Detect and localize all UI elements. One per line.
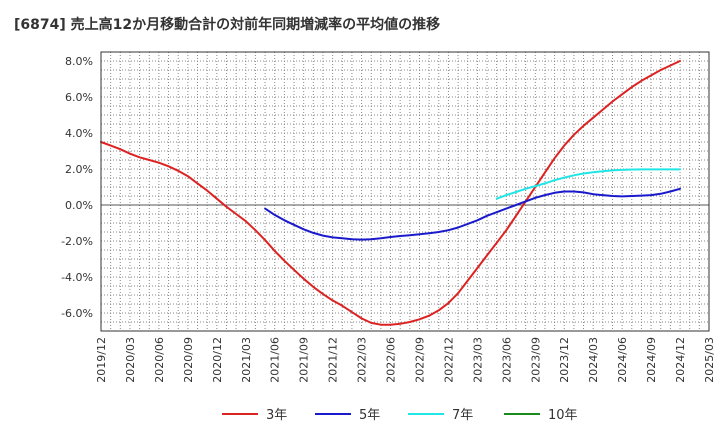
x-tick-label: 2022/12 xyxy=(442,337,455,383)
y-tick-label: 4.0% xyxy=(65,127,93,140)
legend-label: 7年 xyxy=(452,408,473,423)
data-series xyxy=(100,60,681,326)
x-tick-label: 2021/12 xyxy=(327,337,340,383)
y-tick-label: 2.0% xyxy=(65,163,93,176)
x-tick-label: 2019/12 xyxy=(95,337,108,383)
x-tick-label: 2023/09 xyxy=(529,337,542,383)
chart-title: [6874] 売上高12か月移動合計の対前年同期増減率の平均値の推移 xyxy=(14,17,441,33)
x-tick-label: 2022/03 xyxy=(356,337,369,383)
series-line xyxy=(100,60,681,326)
series-line xyxy=(495,168,681,200)
chart-legend: 3年 5年 7年 10年 xyxy=(222,408,578,423)
legend-label: 5年 xyxy=(359,408,380,423)
legend-label: 3年 xyxy=(266,408,287,423)
y-tick-label: 8.0% xyxy=(65,55,93,68)
x-tick-label: 2024/03 xyxy=(587,337,600,383)
legend-label: 10年 xyxy=(548,408,578,423)
x-tick-label: 2021/06 xyxy=(269,337,282,383)
plot-border xyxy=(100,51,710,332)
axis-labels: 8.0% 6.0% 4.0% 2.0% 0.0% -2.0% -4.0% -6.0% 2019/… xyxy=(61,55,716,383)
x-tick-label: 2020/09 xyxy=(182,337,195,383)
y-tick-label: 0.0% xyxy=(65,199,93,212)
x-tick-label: 2021/09 xyxy=(298,337,311,383)
x-tick-label: 2023/03 xyxy=(471,337,484,383)
x-tick-label: 2024/06 xyxy=(616,337,629,383)
x-tick-label: 2022/09 xyxy=(413,337,426,383)
x-tick-label: 2024/12 xyxy=(674,337,687,383)
y-tick-label: -6.0% xyxy=(61,307,93,320)
x-tick-label: 2020/12 xyxy=(211,337,224,383)
y-tick-label: 6.0% xyxy=(65,91,93,104)
y-tick-label: -4.0% xyxy=(61,271,93,284)
x-tick-label: 2021/03 xyxy=(240,337,253,383)
x-tick-label: 2020/03 xyxy=(124,337,137,383)
plot-frame xyxy=(100,51,710,332)
y-tick-label: -2.0% xyxy=(61,235,93,248)
x-tick-label: 2023/12 xyxy=(558,337,571,383)
x-tick-label: 2023/06 xyxy=(500,337,513,383)
x-tick-label: 2022/06 xyxy=(385,337,398,383)
grid-lines xyxy=(100,51,710,332)
x-tick-label: 2025/03 xyxy=(703,337,716,383)
x-tick-label: 2024/09 xyxy=(645,337,658,383)
x-tick-label: 2020/06 xyxy=(153,337,166,383)
series-line xyxy=(264,187,681,241)
